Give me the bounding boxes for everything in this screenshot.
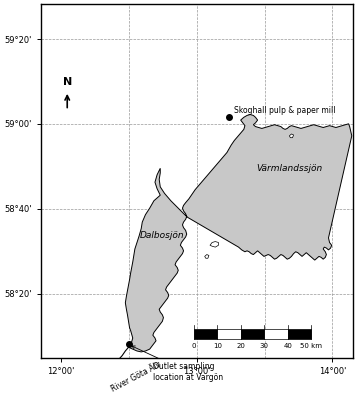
Text: Skoghall pulp & paper mill: Skoghall pulp & paper mill — [235, 106, 336, 115]
Polygon shape — [288, 329, 311, 339]
Text: Dalbosjön: Dalbosjön — [140, 232, 185, 240]
Text: 50 km: 50 km — [300, 343, 322, 349]
Polygon shape — [241, 329, 264, 339]
Polygon shape — [264, 329, 288, 339]
Text: River Göta Älv: River Göta Älv — [110, 360, 162, 394]
Polygon shape — [205, 255, 209, 258]
Polygon shape — [194, 329, 217, 339]
Polygon shape — [217, 329, 241, 339]
Text: 20: 20 — [236, 343, 245, 349]
Polygon shape — [125, 115, 352, 352]
Text: N: N — [62, 78, 72, 88]
Text: 30: 30 — [260, 343, 269, 349]
Text: Outlet sampling
location at Vargön: Outlet sampling location at Vargön — [132, 346, 223, 382]
Polygon shape — [210, 242, 218, 247]
Text: Värmlandssjön: Värmlandssjön — [256, 164, 322, 173]
Text: 0: 0 — [192, 343, 196, 349]
Text: 40: 40 — [283, 343, 292, 349]
Polygon shape — [289, 134, 293, 138]
Text: 10: 10 — [213, 343, 222, 349]
